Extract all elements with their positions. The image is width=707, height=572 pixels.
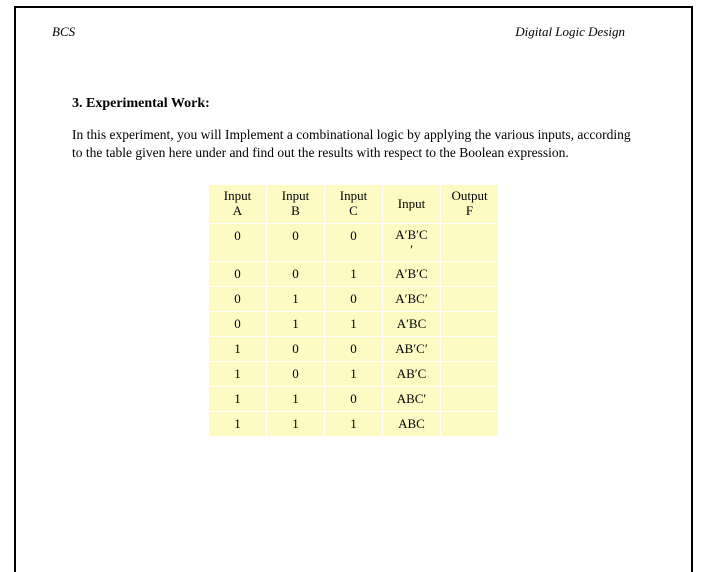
cell-a: 1 <box>209 362 267 387</box>
header-right: Digital Logic Design <box>515 24 625 40</box>
truth-table: Input A Input B Input C Input <box>208 184 499 437</box>
cell-c: 1 <box>325 262 383 287</box>
header-left: BCS <box>52 24 75 40</box>
table-row: 1 0 0 AB′C′ <box>209 337 499 362</box>
cell-c: 0 <box>325 287 383 312</box>
table-header-row: Input A Input B Input C Input <box>209 185 499 224</box>
table-row: 0 1 0 A′BC′ <box>209 287 499 312</box>
col-header-expr: Input <box>383 185 441 224</box>
cell-b: 0 <box>267 337 325 362</box>
content-area: 3. Experimental Work: In this experiment… <box>52 96 655 437</box>
table-row: 0 0 0 A′B′C ′ <box>209 224 499 262</box>
col-header-f: Output F <box>441 185 499 224</box>
cell-expr: A′BC <box>383 312 441 337</box>
cell-expr: A′BC′ <box>383 287 441 312</box>
cell-c: 1 <box>325 362 383 387</box>
col-header-b: Input B <box>267 185 325 224</box>
table-row: 1 1 1 ABC <box>209 412 499 437</box>
cell-a: 0 <box>209 312 267 337</box>
col-header-c: Input C <box>325 185 383 224</box>
table-row: 1 1 0 ABC′ <box>209 387 499 412</box>
col-header-a: Input A <box>209 185 267 224</box>
cell-a: 1 <box>209 412 267 437</box>
cell-a: 1 <box>209 337 267 362</box>
table-wrap: Input A Input B Input C Input <box>72 184 635 437</box>
page-border: BCS Digital Logic Design 3. Experimental… <box>14 6 693 572</box>
cell-c: 0 <box>325 224 383 262</box>
cell-c: 0 <box>325 337 383 362</box>
cell-f <box>441 412 499 437</box>
cell-c: 0 <box>325 387 383 412</box>
table-row: 1 0 1 AB′C <box>209 362 499 387</box>
cell-c: 1 <box>325 312 383 337</box>
cell-b: 1 <box>267 287 325 312</box>
cell-f <box>441 362 499 387</box>
cell-f <box>441 224 499 262</box>
cell-b: 0 <box>267 262 325 287</box>
cell-a: 0 <box>209 287 267 312</box>
cell-c: 1 <box>325 412 383 437</box>
cell-a: 0 <box>209 262 267 287</box>
cell-f <box>441 337 499 362</box>
cell-b: 0 <box>267 224 325 262</box>
section-description: In this experiment, you will Implement a… <box>72 126 635 162</box>
cell-b: 1 <box>267 312 325 337</box>
section-title: 3. Experimental Work: <box>72 96 635 112</box>
cell-a: 0 <box>209 224 267 262</box>
table-row: 0 0 1 A′B′C <box>209 262 499 287</box>
cell-expr: ABC <box>383 412 441 437</box>
cell-b: 1 <box>267 412 325 437</box>
cell-f <box>441 312 499 337</box>
cell-expr: A′B′C <box>383 262 441 287</box>
cell-expr: A′B′C ′ <box>383 224 441 262</box>
cell-a: 1 <box>209 387 267 412</box>
page-header: BCS Digital Logic Design <box>52 24 655 40</box>
cell-b: 0 <box>267 362 325 387</box>
cell-expr: AB′C <box>383 362 441 387</box>
cell-f <box>441 387 499 412</box>
cell-b: 1 <box>267 387 325 412</box>
table-row: 0 1 1 A′BC <box>209 312 499 337</box>
cell-f <box>441 262 499 287</box>
cell-expr: ABC′ <box>383 387 441 412</box>
cell-f <box>441 287 499 312</box>
cell-expr: AB′C′ <box>383 337 441 362</box>
